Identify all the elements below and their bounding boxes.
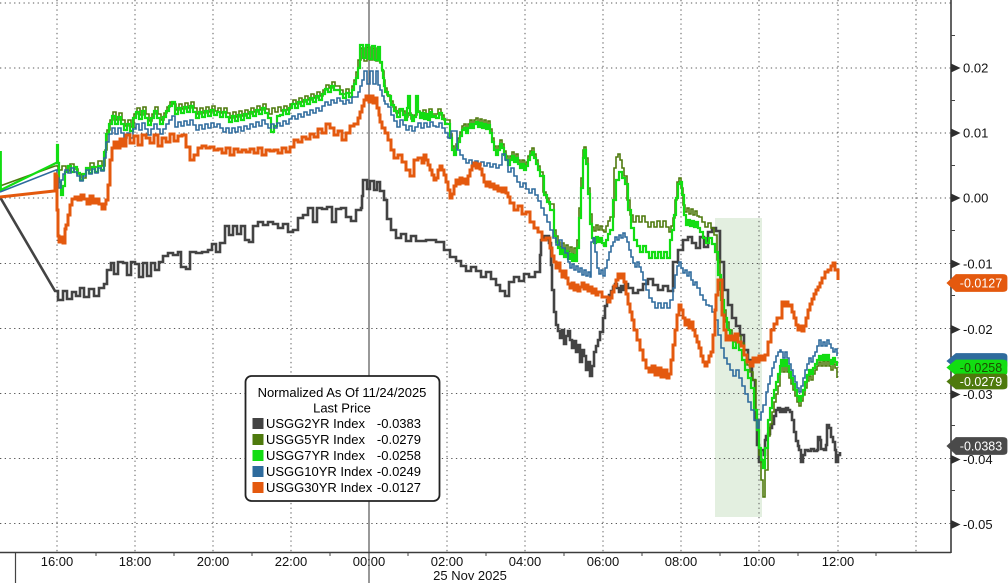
svg-text:22:00: 22:00 [275,554,308,569]
svg-text:USGG30YR Index: USGG30YR Index [266,480,373,495]
svg-text:0.01: 0.01 [963,126,988,141]
svg-text:06:00: 06:00 [587,554,620,569]
svg-text:18:00: 18:00 [119,554,152,569]
svg-text:-0.03: -0.03 [963,387,993,402]
svg-text:08:00: 08:00 [665,554,698,569]
svg-text:20:00: 20:00 [197,554,230,569]
svg-text:-0.0258: -0.0258 [960,361,1002,375]
svg-text:-0.02: -0.02 [963,322,993,337]
svg-text:02:00: 02:00 [431,554,464,569]
svg-text:00:00: 00:00 [353,554,386,569]
svg-text:-0.0279: -0.0279 [377,432,421,447]
svg-text:-0.01: -0.01 [963,257,993,272]
svg-text:-0.0127: -0.0127 [960,276,1002,290]
svg-text:-0.05: -0.05 [963,517,993,532]
svg-text:-0.0127: -0.0127 [377,480,421,495]
svg-text:25 Nov 2025: 25 Nov 2025 [433,568,507,583]
svg-text:12:00: 12:00 [822,554,855,569]
svg-text:16:00: 16:00 [41,554,74,569]
svg-text:-0.0249: -0.0249 [377,464,421,479]
svg-text:USGG10YR Index: USGG10YR Index [266,464,373,479]
svg-text:USGG2YR Index: USGG2YR Index [266,416,365,431]
svg-text:Normalized As Of 11/24/2025: Normalized As Of 11/24/2025 [258,385,427,400]
svg-text:-0.0279: -0.0279 [960,375,1002,389]
svg-text:USGG7YR Index: USGG7YR Index [266,448,365,463]
svg-text:-0.0383: -0.0383 [377,416,421,431]
svg-text:USGG5YR Index: USGG5YR Index [266,432,365,447]
svg-text:-0.0258: -0.0258 [377,448,421,463]
svg-text:Last Price: Last Price [313,401,371,416]
svg-text:10:00: 10:00 [743,554,776,569]
svg-text:0.02: 0.02 [963,61,988,76]
svg-text:0.00: 0.00 [963,191,988,206]
svg-text:-0.0383: -0.0383 [960,439,1002,453]
svg-text:-0.04: -0.04 [963,452,993,467]
svg-text:04:00: 04:00 [509,554,542,569]
